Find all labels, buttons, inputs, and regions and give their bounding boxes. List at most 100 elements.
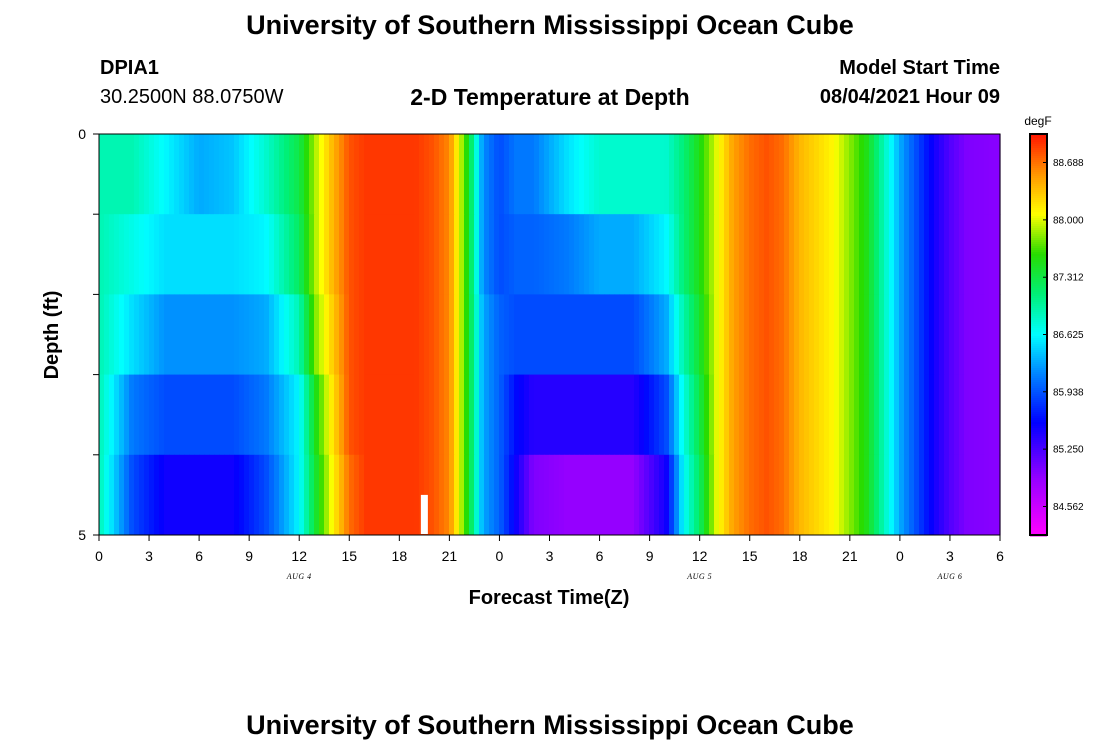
heatmap-cell [454, 134, 460, 215]
colorbar-swatch [1030, 334, 1047, 337]
station-coords: 30.2500N 88.0750W [100, 86, 284, 108]
heatmap-cell [709, 134, 715, 215]
heatmap-cell [769, 454, 775, 536]
heatmap-cell [459, 454, 465, 536]
heatmap-cell [304, 374, 310, 456]
x-tick-label: 3 [946, 548, 954, 564]
heatmap-cell [119, 134, 125, 215]
heatmap-cell [989, 454, 995, 536]
heatmap-cell [339, 374, 345, 456]
heatmap-cell [599, 454, 605, 536]
colorbar-swatch [1030, 332, 1047, 335]
heatmap-cell [614, 294, 620, 375]
heatmap-cell [759, 454, 765, 536]
heatmap-cell [114, 294, 120, 375]
x-tick-label: 0 [95, 548, 103, 564]
heatmap-cell [829, 374, 835, 456]
colorbar-swatch [1030, 366, 1047, 369]
heatmap-cell [444, 454, 450, 536]
colorbar-swatch [1030, 482, 1047, 485]
heatmap-cell [584, 294, 590, 375]
heatmap-cell [629, 294, 635, 375]
heatmap-cell [174, 214, 180, 295]
heatmap-cell [499, 374, 505, 456]
colorbar-swatch [1030, 474, 1047, 477]
colorbar-swatch [1030, 162, 1047, 165]
x-tick-label: 6 [596, 548, 604, 564]
colorbar-swatch [1030, 420, 1047, 423]
heatmap-cell [694, 214, 700, 295]
heatmap-cell [514, 374, 520, 456]
heatmap-cell [464, 214, 470, 295]
heatmap-cell [374, 134, 380, 215]
colorbar-swatch [1030, 378, 1047, 381]
heatmap-cell [414, 214, 420, 295]
heatmap-cell [924, 374, 930, 456]
heatmap-cell [879, 214, 885, 295]
heatmap-cell [304, 294, 310, 375]
heatmap-cell [674, 454, 680, 536]
colorbar-swatch [1030, 382, 1047, 385]
colorbar-swatch [1030, 138, 1047, 141]
heatmap-cell [269, 214, 275, 295]
heatmap-cell [694, 134, 700, 215]
x-tick-label: 18 [792, 548, 808, 564]
heatmap-cell [274, 454, 280, 536]
heatmap-cell [234, 214, 240, 295]
heatmap-cell [649, 374, 655, 456]
heatmap-cell [264, 454, 270, 536]
heatmap-cell [609, 374, 615, 456]
colorbar-swatch [1030, 388, 1047, 391]
colorbar-swatch [1030, 384, 1047, 387]
heatmap-cell [134, 134, 140, 215]
heatmap-cell [139, 134, 145, 215]
heatmap-cell [204, 134, 210, 215]
colorbar-swatch [1030, 386, 1047, 389]
heatmap-cell [709, 294, 715, 375]
heatmap-cell [539, 214, 545, 295]
heatmap-cell [474, 454, 480, 536]
heatmap-cell [144, 374, 150, 456]
heatmap-cell [779, 134, 785, 215]
heatmap-cell [484, 294, 490, 375]
heatmap-cell [384, 134, 390, 215]
colorbar-swatch [1030, 256, 1047, 259]
heatmap-cell [364, 454, 370, 536]
heatmap-cell [619, 374, 625, 456]
heatmap-cell [364, 294, 370, 375]
heatmap-cell [779, 454, 785, 536]
heatmap-cell [554, 214, 560, 295]
heatmap-cell [494, 294, 500, 375]
heatmap-cell [424, 294, 430, 375]
colorbar-swatch [1030, 232, 1047, 235]
heatmap-cell [634, 454, 640, 536]
heatmap-cell [369, 454, 375, 536]
heatmap-cell [164, 214, 170, 295]
heatmap-cell [739, 374, 745, 456]
heatmap-cell [749, 294, 755, 375]
heatmap-cell [619, 214, 625, 295]
heatmap-cell [399, 134, 405, 215]
colorbar-swatch [1030, 314, 1047, 317]
heatmap-cell [554, 454, 560, 536]
heatmap-cell [684, 214, 690, 295]
colorbar-swatch [1030, 302, 1047, 305]
heatmap-cell [584, 374, 590, 456]
heatmap-cell [659, 454, 665, 536]
heatmap-cell [474, 134, 480, 215]
heatmap-cell [849, 214, 855, 295]
colorbar-swatch [1030, 422, 1047, 425]
heatmap-cell [764, 374, 770, 456]
heatmap-cell [279, 374, 285, 456]
heatmap-cell [884, 374, 890, 456]
heatmap-cell [274, 214, 280, 295]
colorbar-swatch [1030, 452, 1047, 455]
heatmap-cell [974, 294, 980, 375]
heatmap-cell [754, 374, 760, 456]
heatmap-cell [834, 294, 840, 375]
colorbar-swatch [1030, 438, 1047, 441]
colorbar-swatch [1030, 292, 1047, 295]
colorbar-swatch [1030, 392, 1047, 395]
heatmap-cell [704, 374, 710, 456]
heatmap-cell [764, 454, 770, 536]
